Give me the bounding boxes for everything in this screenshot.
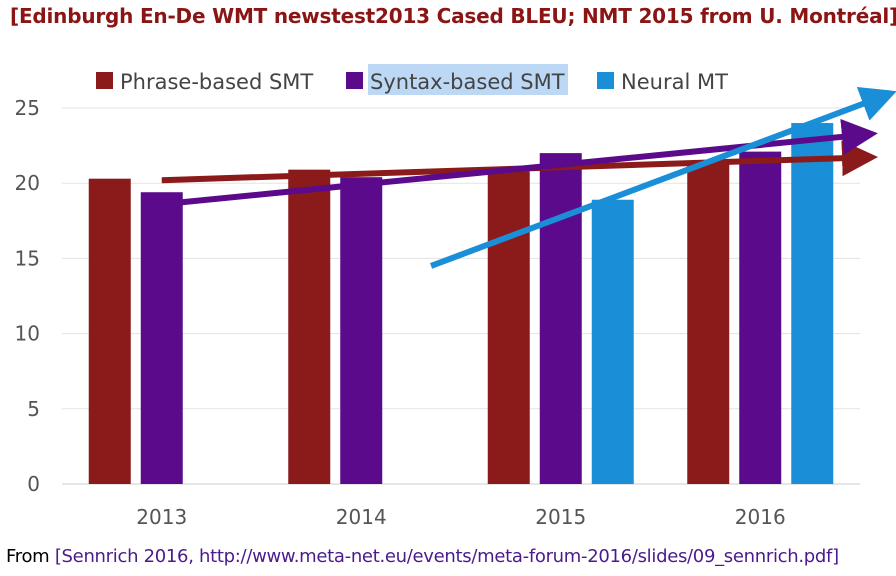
x-tick-label: 2015 — [535, 505, 586, 529]
y-tick-label: 5 — [27, 397, 40, 421]
trend-arrow — [430, 86, 896, 269]
legend-label: Phrase-based SMT — [120, 70, 313, 94]
y-tick-label: 15 — [15, 246, 40, 270]
legend-swatch — [597, 72, 614, 89]
bars — [88, 123, 834, 485]
bar — [140, 192, 183, 484]
citation-link[interactable]: [Sennrich 2016, http://www.meta-net.eu/e… — [54, 546, 839, 567]
bar — [791, 123, 834, 484]
source-footer: From [Sennrich 2016, http://www.meta-net… — [6, 546, 839, 567]
legend: Phrase-based SMT Syntax-based SMT Neural M… — [96, 64, 728, 95]
legend-label: Syntax-based SMT — [370, 70, 565, 94]
legend-swatch — [96, 72, 113, 89]
legend-swatch — [346, 72, 363, 89]
trend-arrows — [161, 86, 896, 269]
bar — [88, 178, 131, 485]
bar — [591, 199, 634, 484]
bar — [739, 151, 782, 484]
x-tick-label: 2013 — [136, 505, 187, 529]
y-tick-label: 25 — [15, 96, 40, 120]
bar — [487, 171, 530, 484]
y-tick-label: 10 — [15, 322, 40, 346]
chart-title: [Edinburgh En-De WMT newstest2013 Cased … — [10, 4, 896, 28]
bar — [288, 169, 331, 484]
y-axis-ticks: 0 5 10 15 20 25 — [15, 96, 40, 496]
y-tick-label: 0 — [27, 472, 40, 496]
y-tick-label: 20 — [15, 171, 40, 195]
legend-label: Neural MT — [621, 70, 728, 94]
grid-lines — [62, 107, 860, 485]
x-tick-label: 2016 — [735, 505, 786, 529]
footer-prefix: From — [6, 546, 55, 567]
bar — [539, 153, 582, 484]
bar — [340, 177, 383, 484]
x-axis-ticks: 2013 2014 2015 2016 — [136, 505, 785, 529]
x-tick-label: 2014 — [336, 505, 387, 529]
bar — [687, 160, 730, 484]
legend-highlight — [368, 64, 568, 95]
